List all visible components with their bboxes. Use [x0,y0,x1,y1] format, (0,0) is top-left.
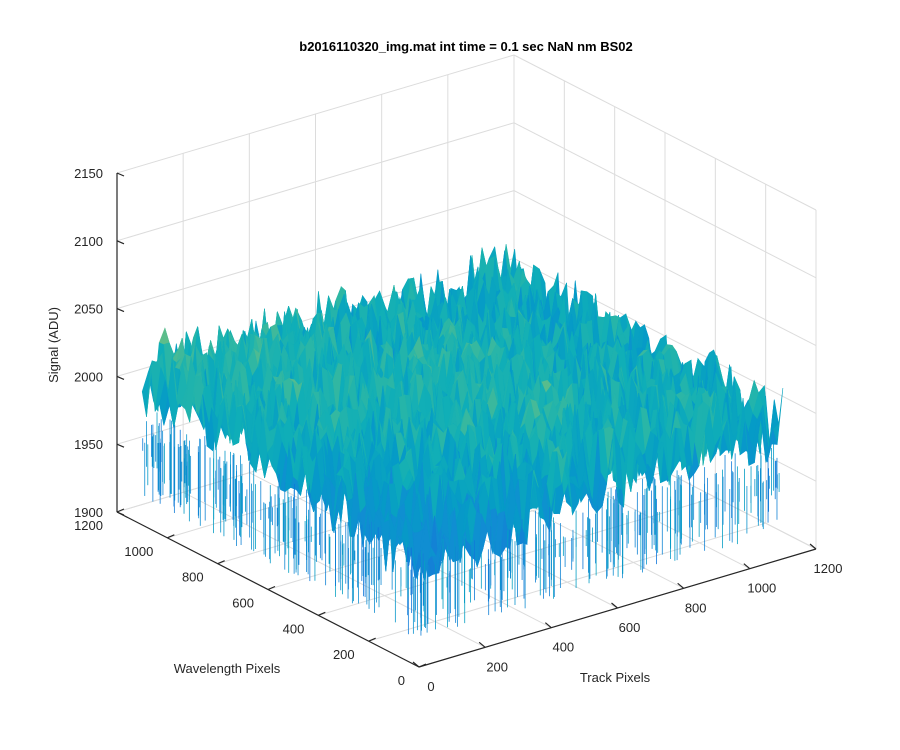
z-tick-label: 2100 [74,234,103,249]
y-tick [418,663,427,668]
floor-grid-y [368,522,766,642]
z-tick-label: 2000 [74,369,103,384]
z-tick [116,375,125,380]
x-tick [412,661,420,668]
y-tick [217,560,225,565]
x-tick-label: 1200 [814,561,843,576]
x-tick-label: 400 [552,640,574,655]
z-tick-label: 2050 [74,302,103,317]
x-tick [544,622,552,629]
y-tick-label: 600 [232,596,254,611]
z-tick [116,308,125,313]
sidewall-grid-z [513,54,817,211]
y-tick [368,637,376,642]
z-tick-label: 1950 [74,437,103,452]
x-tick [809,543,817,550]
y-tick-label: 1200 [74,518,103,533]
z-tick [116,240,125,245]
y-tick [167,534,175,539]
x-tick-label: 200 [486,659,508,674]
y-tick [318,611,326,616]
x-tick [611,602,618,609]
y-tick-label: 800 [182,570,204,585]
y-tick-label: 0 [398,673,405,688]
sidewall-grid-z [513,190,817,347]
backwall-grid-z [116,54,515,174]
x-axis-label: Track Pixels [580,670,651,685]
z-tick [116,172,125,177]
tick-labels: 0 200 400 600 800 1000 1200 0 200 400 600 800 1000 12… [74,166,842,694]
y-tick-label: 400 [283,621,305,636]
y-tick [267,585,276,591]
sidewall-grid-z [513,122,817,279]
z-tick [116,511,125,516]
x-tick [478,641,486,648]
x-tick-label: 0 [427,679,434,694]
y-axis-label: Wavelength Pixels [174,661,281,676]
surface-mesh [141,244,784,636]
backwall-grid-z [116,122,515,242]
z-tick [116,443,125,448]
y-tick-label: 200 [333,647,355,662]
y-tick-label: 1000 [124,544,153,559]
floor-grid-y [318,496,716,616]
z-tick-label: 2150 [74,166,103,181]
x-tick-label: 800 [685,600,707,615]
x-tick-label: 600 [619,620,641,635]
backwall-grid-z [116,190,515,310]
y-tick [116,508,125,513]
x-tick-label: 1000 [747,581,776,596]
axes [116,172,817,668]
x-tick [677,582,685,589]
z-axis-label: Signal (ADU) [46,307,61,383]
chart-title: b2016110320_img.mat int time = 0.1 sec N… [299,39,632,54]
z-tick-label: 1900 [74,505,103,520]
x-tick [743,563,751,570]
surface-face [158,327,170,345]
